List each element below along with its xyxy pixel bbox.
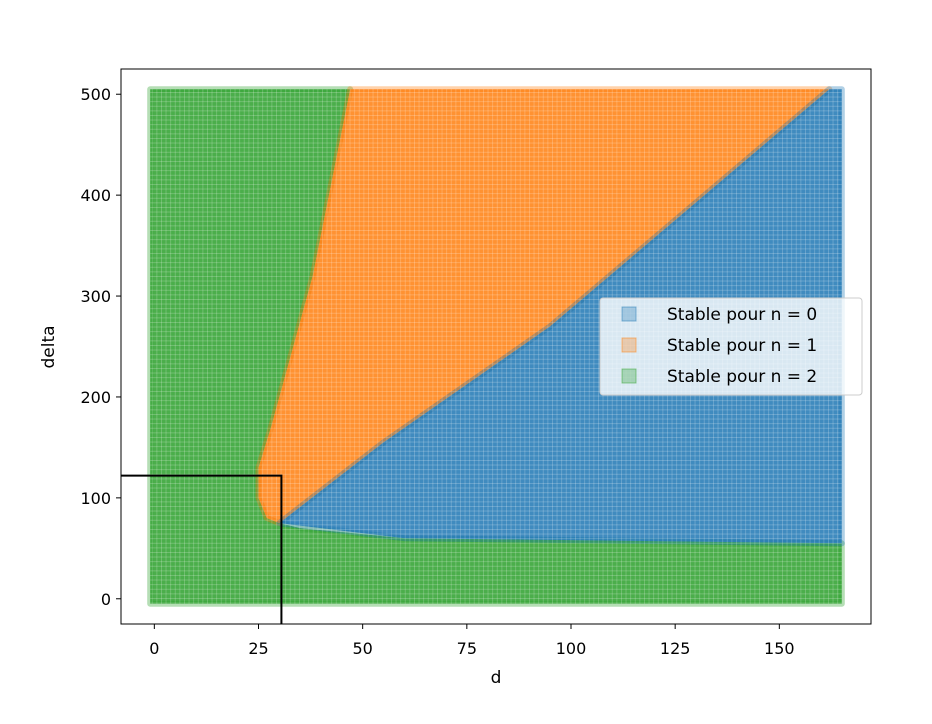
annotations: [121, 474, 283, 624]
y-tick-label: 200: [80, 388, 111, 407]
x-tick-label: 25: [248, 639, 268, 658]
legend-label-n1: Stable pour n = 1: [667, 336, 817, 356]
legend-label-n0: Stable pour n = 0: [667, 305, 817, 325]
annotation-box: [121, 474, 283, 624]
y-tick-label: 0: [101, 590, 111, 609]
legend-label-n2: Stable pour n = 2: [667, 367, 817, 387]
legend-frame: [599, 297, 863, 396]
legend-swatch-n2: [621, 368, 637, 384]
x-axis-label: d: [491, 668, 502, 688]
plot-frame: [120, 68, 872, 625]
y-tick-label: 100: [80, 489, 111, 508]
x-tick-label: 125: [660, 639, 691, 658]
x-tick-label: 100: [556, 639, 587, 658]
y-tick-label: 300: [80, 287, 111, 306]
y-axis-label: delta: [39, 325, 59, 368]
legend: Stable pour n = 0 Stable pour n = 1 Stable…: [599, 297, 863, 396]
legend-swatch-n1: [621, 337, 637, 353]
x-tick-label: 0: [149, 639, 159, 658]
x-tick-label: 50: [352, 639, 372, 658]
y-axis-ticks: 0 100 200 300 400 500: [80, 85, 121, 609]
x-axis-ticks: 0 25 50 75 100 125 150: [149, 624, 795, 658]
legend-swatch-n0: [621, 306, 637, 322]
x-tick-label: 75: [457, 639, 477, 658]
y-tick-label: 500: [80, 85, 111, 104]
data-regions: [147, 86, 845, 607]
y-tick-label: 400: [80, 186, 111, 205]
x-tick-label: 150: [764, 639, 795, 658]
